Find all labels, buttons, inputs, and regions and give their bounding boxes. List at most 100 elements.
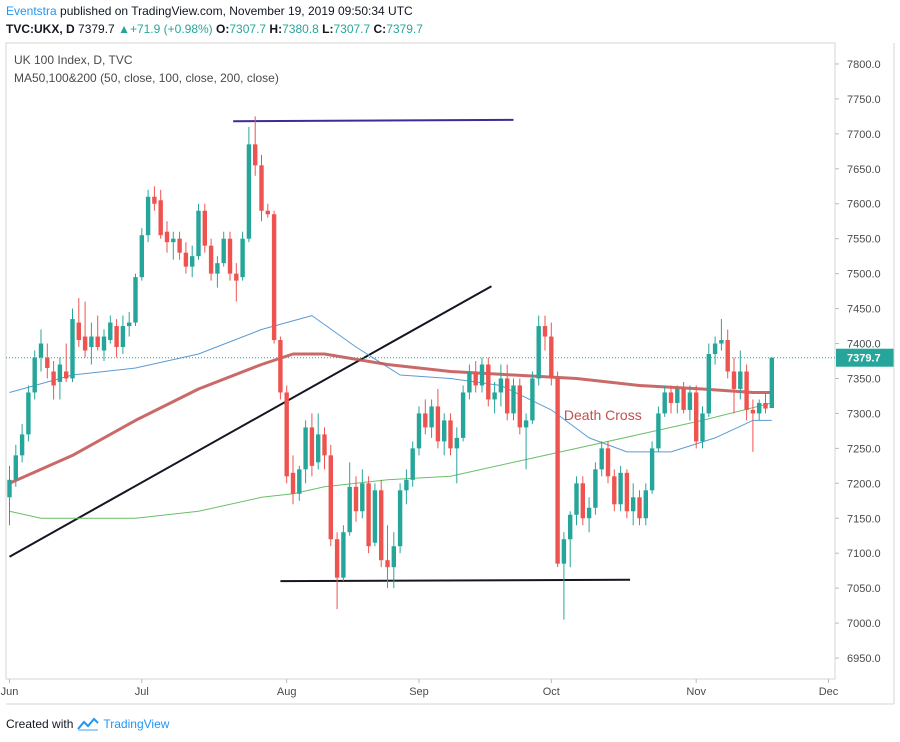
candle	[215, 256, 220, 288]
candle-body	[127, 322, 132, 327]
candle	[208, 238, 214, 281]
candle	[278, 336, 283, 400]
author-link[interactable]: Eventstra	[6, 4, 57, 18]
candle	[738, 350, 743, 400]
candle-body	[328, 455, 333, 540]
candle	[64, 343, 69, 382]
candle-body	[706, 354, 711, 414]
candle-body	[675, 388, 680, 403]
candle	[473, 361, 478, 393]
candle-body	[725, 340, 730, 372]
candle	[530, 371, 535, 424]
candle-body	[410, 448, 415, 480]
candle	[549, 322, 554, 386]
x-tick-label: Oct	[543, 686, 560, 698]
candle-body	[95, 336, 100, 348]
candle	[253, 116, 258, 176]
candle-body	[171, 238, 176, 243]
candle-body	[536, 326, 541, 379]
candle	[725, 329, 730, 379]
candle-body	[530, 378, 535, 421]
candle-body	[498, 378, 504, 393]
candle	[492, 381, 497, 414]
y-tick-label: 7050.0	[847, 583, 881, 595]
candle-body	[26, 392, 31, 435]
candle	[454, 427, 459, 484]
candle-body	[385, 560, 390, 568]
y-tick-label: 7000.0	[847, 618, 881, 630]
candle	[372, 483, 378, 547]
symbol-label: TVC:UKX, D	[6, 22, 75, 36]
candle	[309, 413, 315, 477]
candle-body	[479, 364, 485, 386]
candle	[700, 406, 705, 449]
candle	[750, 399, 756, 452]
candle	[744, 364, 749, 421]
candle-body	[108, 322, 113, 341]
y-tick-label: 7150.0	[847, 513, 881, 525]
series-ma50-line	[9, 315, 772, 453]
candle-body	[7, 479, 12, 498]
candle-body	[133, 277, 138, 323]
tradingview-brand-link[interactable]: TradingView	[103, 717, 170, 731]
candle-body	[618, 472, 623, 505]
created-with-label: Created with	[6, 717, 74, 731]
candle	[706, 343, 711, 417]
candle	[177, 231, 182, 260]
candle-body	[114, 326, 119, 348]
candle-body	[234, 273, 239, 281]
y-tick-label: 7550.0	[847, 234, 881, 246]
candle-body	[183, 252, 189, 267]
up-arrow-icon: ▲	[118, 22, 130, 36]
candle-body	[297, 469, 302, 494]
candle-body	[580, 483, 585, 519]
candle-body	[284, 392, 289, 477]
y-tick-label: 7750.0	[847, 94, 881, 106]
candle	[120, 315, 126, 355]
candle	[360, 469, 365, 519]
candle	[448, 413, 453, 456]
candle-body	[523, 420, 529, 428]
candle-body	[542, 326, 548, 337]
candle	[196, 203, 201, 260]
series-ma200-line	[9, 402, 772, 519]
candle-body	[89, 336, 94, 348]
chart-title: UK 100 Index, D, TVC	[14, 53, 133, 67]
candle-body	[454, 437, 459, 449]
candle	[139, 228, 144, 281]
candle-body	[731, 371, 737, 389]
candle-body	[82, 336, 88, 351]
published-text: published on TradingView.com, November 1…	[60, 4, 413, 18]
candle	[593, 462, 598, 515]
candle-body	[341, 532, 346, 578]
candle-body	[511, 385, 516, 414]
change-value: +71.9 (+0.98%)	[129, 22, 213, 36]
candle-body	[38, 343, 44, 358]
candle	[397, 483, 403, 554]
candle	[637, 490, 642, 526]
candle	[656, 406, 661, 452]
candle-body	[712, 343, 718, 355]
candle	[763, 392, 768, 414]
candle-body	[360, 483, 365, 512]
candle	[202, 203, 207, 253]
candle	[435, 388, 441, 449]
candle-body	[202, 210, 207, 246]
price-axis[interactable]: 6950.0 7000.0 7050.0 7100.0 7150.0 7200.0 7250…	[835, 43, 895, 704]
candle	[353, 476, 359, 522]
candle-body	[32, 357, 37, 393]
candle-body	[208, 245, 214, 274]
y-tick-label: 7800.0	[847, 59, 881, 71]
candle-body	[404, 479, 409, 491]
candle-body	[215, 263, 220, 274]
candle-body	[45, 357, 50, 368]
candle	[240, 231, 245, 281]
candle-body	[13, 455, 18, 480]
last-price: 7379.7	[78, 22, 115, 36]
candle-body	[240, 238, 245, 278]
candle-body	[397, 490, 403, 547]
candle	[290, 455, 296, 505]
candle	[385, 525, 390, 589]
time-axis[interactable]: Jun Jul Aug Sep Oct Nov Dec	[1, 679, 894, 705]
